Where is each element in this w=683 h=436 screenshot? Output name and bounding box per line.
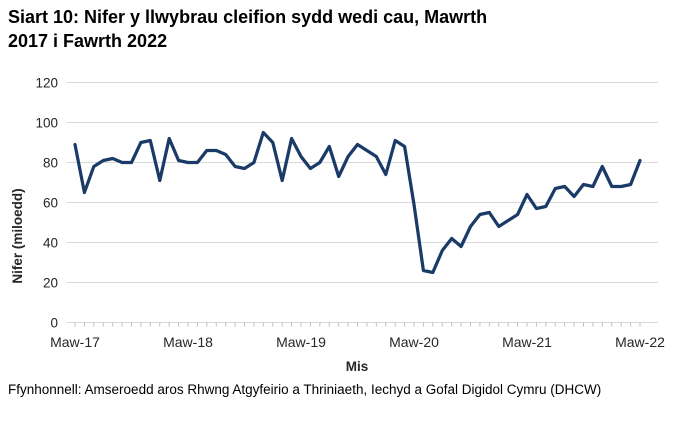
gridlines [67, 82, 658, 323]
x-tick-label-Maw-21: Maw-21 [502, 334, 552, 350]
source-note: Ffynhonnell: Amseroedd aros Rhwng Atgyfe… [8, 382, 602, 397]
closed-pathways-series-line [73, 130, 642, 275]
y-axis-tick-labels: 0 20 40 60 80 100 120 [35, 76, 58, 331]
x-tick-label-Maw-20: Maw-20 [389, 334, 439, 350]
y-tick-label-40: 40 [43, 236, 58, 251]
y-tick-label-100: 100 [35, 116, 58, 131]
x-tick-label-Maw-22: Maw-22 [615, 334, 665, 350]
line-chart: 0 20 40 60 80 100 120 Maw-17 Maw-18 Maw-19 Maw-20… [10, 76, 665, 375]
chart-title: Siart 10: Nifer y llwybrau cleifion sydd… [8, 7, 488, 51]
y-tick-label-120: 120 [35, 76, 58, 91]
x-axis-tick-labels: Maw-17 Maw-18 Maw-19 Maw-20 Maw-21 Maw-22 [50, 334, 665, 350]
y-tick-label-20: 20 [43, 276, 58, 291]
x-axis-title: Mis [346, 359, 369, 374]
y-tick-label-80: 80 [43, 156, 58, 171]
y-tick-label-0: 0 [50, 316, 58, 331]
x-tick-label-Maw-19: Maw-19 [276, 334, 326, 350]
x-tick-label-Maw-18: Maw-18 [163, 334, 213, 350]
y-axis-title: Nifer (miloedd) [10, 188, 25, 283]
x-axis-month-ticks [74, 322, 641, 327]
x-tick-label-Maw-17: Maw-17 [50, 334, 100, 350]
y-tick-label-60: 60 [43, 196, 58, 211]
